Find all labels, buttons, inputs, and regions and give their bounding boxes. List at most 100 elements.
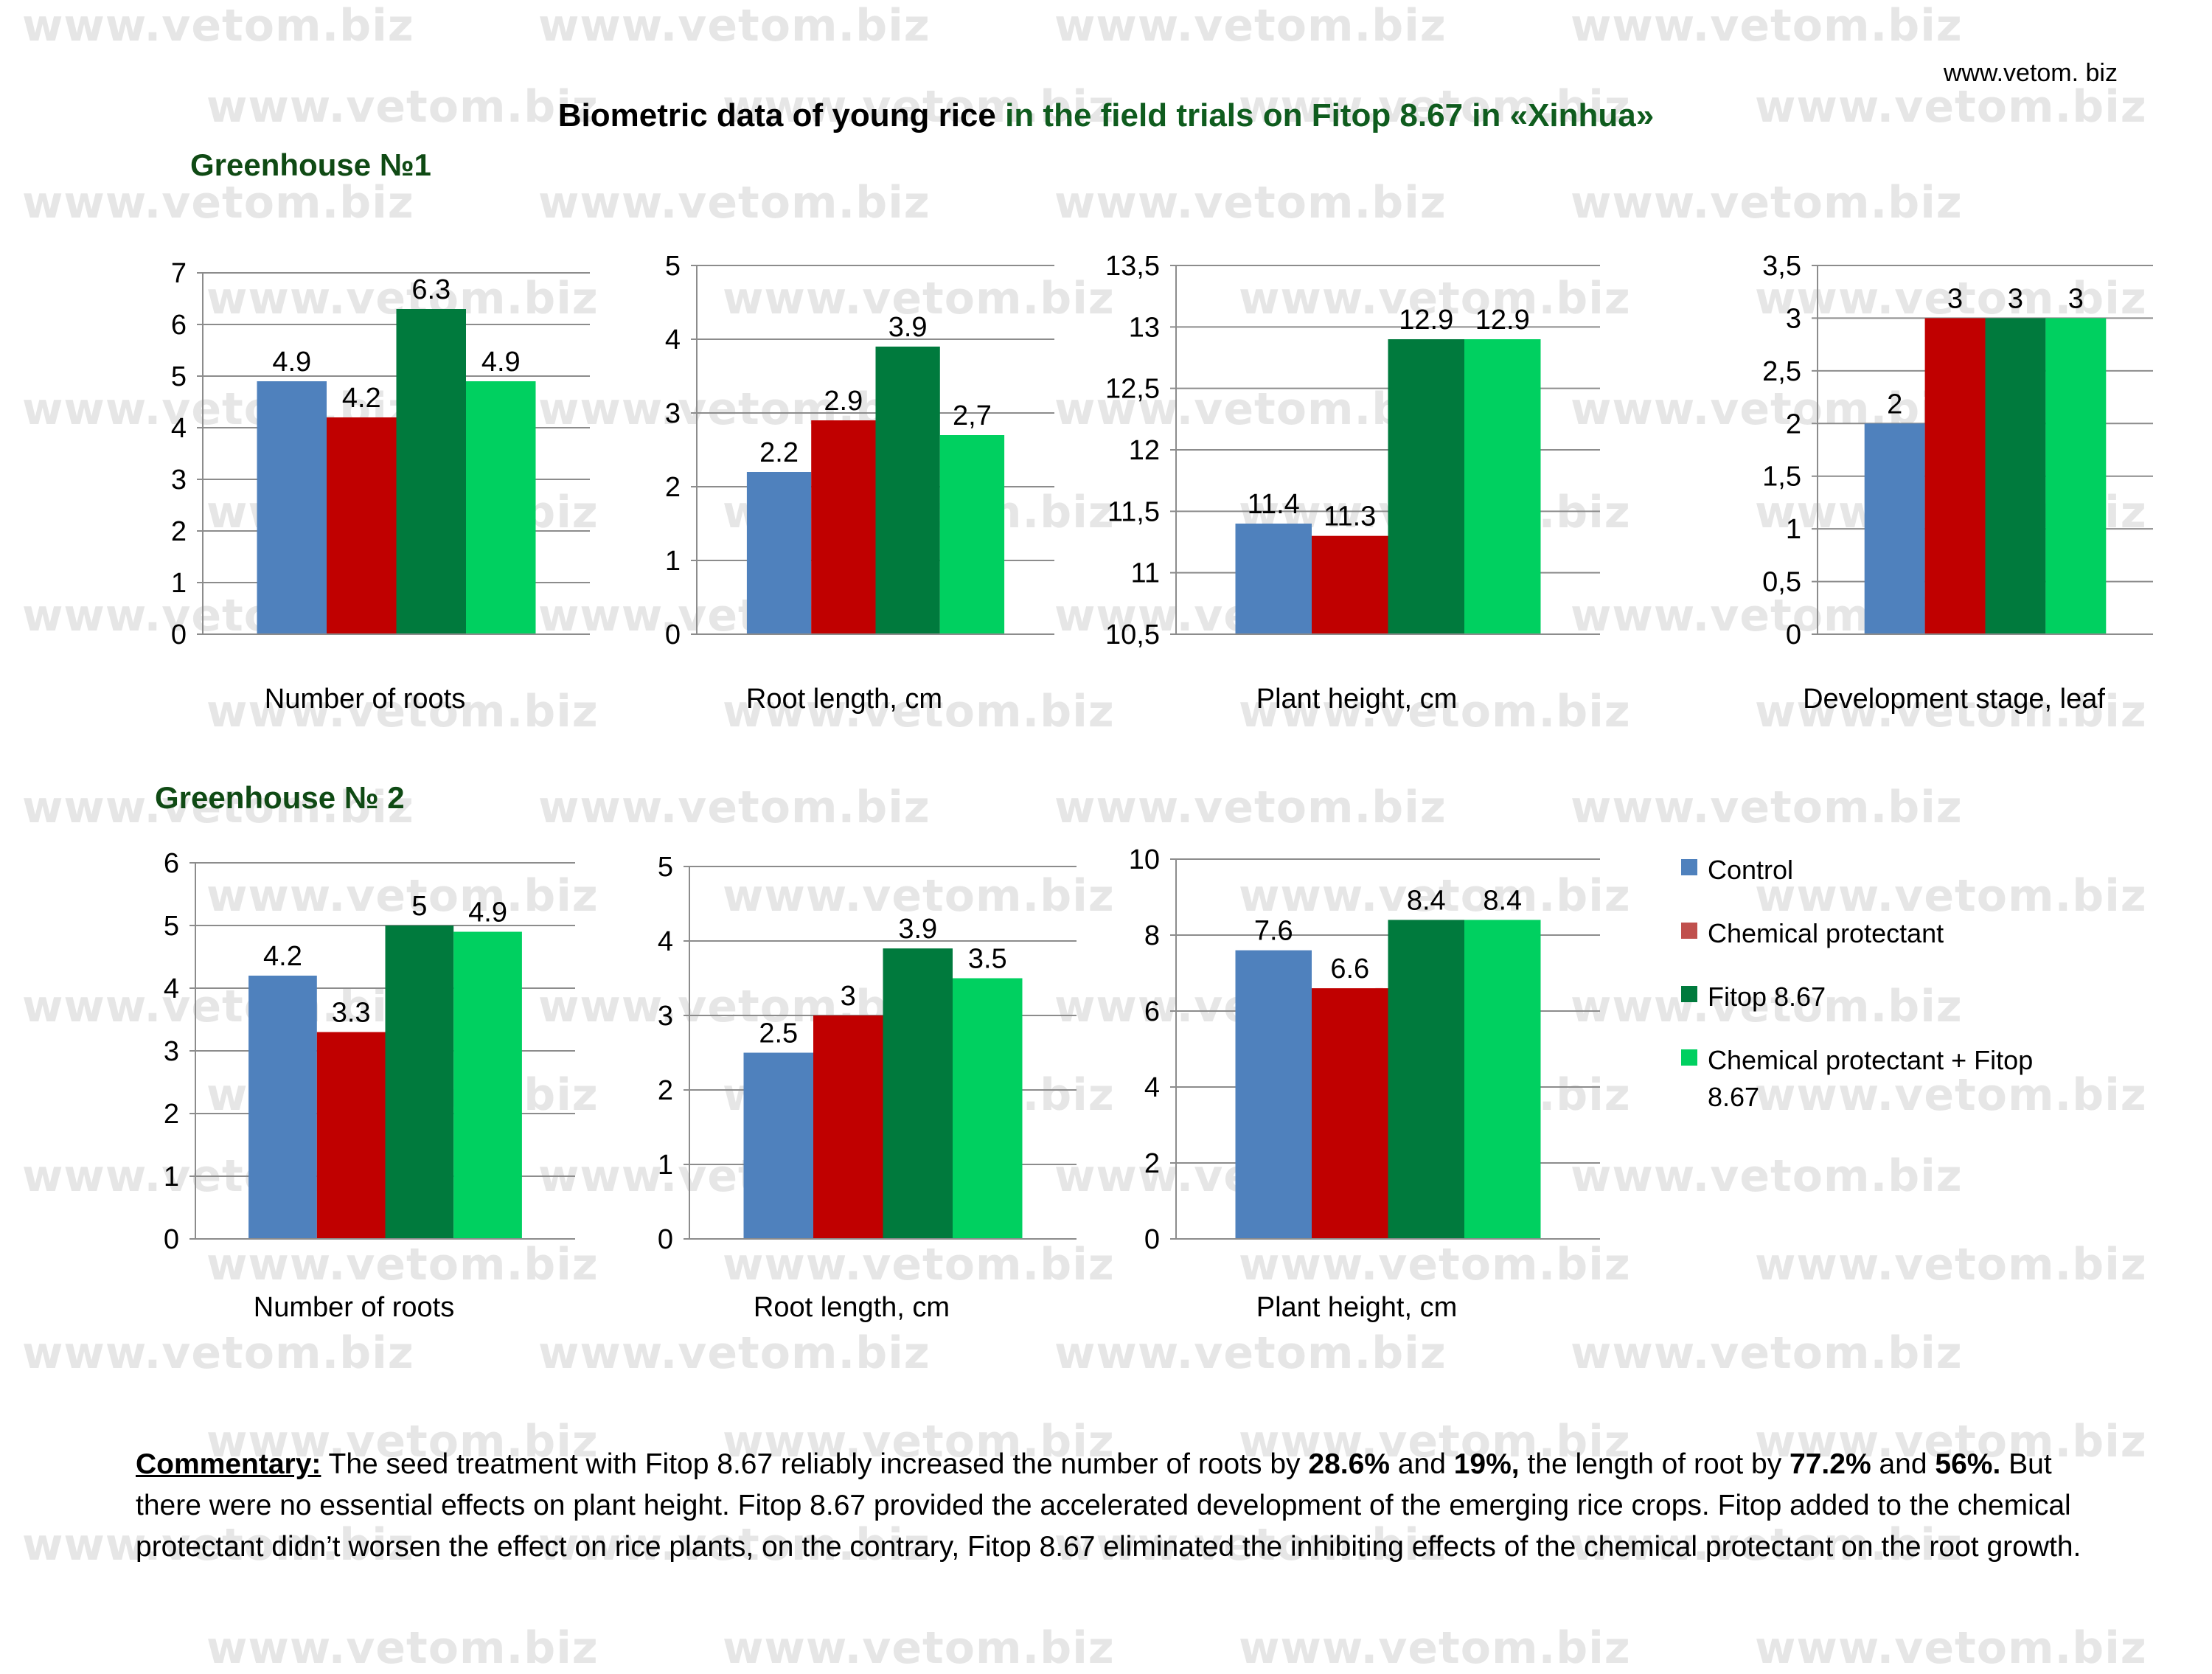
y-tick-label: 0 bbox=[1786, 619, 1801, 650]
watermark: www.vetom.biz bbox=[723, 1622, 1115, 1674]
watermark: www.vetom.biz bbox=[538, 782, 931, 833]
watermark: www.vetom.biz bbox=[1571, 1150, 1963, 1202]
bar bbox=[2045, 318, 2107, 634]
chart-gh2-root-length: 0 1 2 3 4 5 2.5 3 3.9 3.5 Root length, cm bbox=[619, 844, 1084, 1324]
data-label: 4.2 bbox=[263, 941, 302, 972]
chart-xlabel: Root length, cm bbox=[745, 684, 943, 715]
title-part1: Biometric data of young rice bbox=[557, 97, 996, 133]
y-tick-label: 1 bbox=[1786, 514, 1801, 545]
commentary-highlight: 77.2% bbox=[1790, 1448, 1871, 1480]
bar bbox=[743, 1052, 813, 1239]
chart-gh2-plant-height: 0 2 4 6 8 10 7.6 6.6 8.4 8.4 Plant height, cm bbox=[1106, 837, 1607, 1324]
y-tick-label: 0 bbox=[1144, 1224, 1160, 1255]
chart-gh1-plant-height: 10,5 11 11,5 12 12,5 13 13,5 11.4 11.3 12.9 12.9 P… bbox=[1105, 243, 1607, 715]
y-tick-label: 3 bbox=[171, 465, 187, 496]
page-title: Biometric data of young rice in the fiel… bbox=[0, 97, 2212, 134]
legend-swatch bbox=[1681, 923, 1697, 939]
data-label: 2 bbox=[1887, 389, 1902, 420]
y-tick-label: 12 bbox=[1129, 435, 1160, 466]
y-tick-label: 2 bbox=[1786, 409, 1801, 440]
data-label: 8.4 bbox=[1483, 885, 1522, 916]
y-tick-label: 2 bbox=[665, 472, 681, 503]
y-tick-label: 5 bbox=[665, 251, 681, 282]
bar bbox=[1235, 524, 1312, 634]
y-tick-label: 11,5 bbox=[1107, 496, 1160, 527]
greenhouse-1-label: Greenhouse №1 bbox=[190, 147, 431, 182]
bar bbox=[316, 1032, 386, 1239]
chart-gh1-development-stage: 0 0,5 1 1,5 2 2,5 3 3,5 2 3 3 3 Development stage, … bbox=[1747, 243, 2160, 715]
y-tick-label: 1 bbox=[658, 1150, 673, 1181]
title-part2: in the field trials on Fitop 8.67 in «Xi… bbox=[995, 97, 1655, 133]
commentary-highlight: 28.6% bbox=[1308, 1448, 1390, 1480]
bar bbox=[466, 381, 536, 634]
watermark: www.vetom.biz bbox=[1571, 177, 1963, 229]
chart-gh1-root-length: 0 1 2 3 4 5 2.2 2.9 3.9 2,7 Root length, cm bbox=[627, 243, 1062, 715]
y-tick-label: 13,5 bbox=[1105, 251, 1160, 282]
data-label: 2,7 bbox=[953, 400, 992, 431]
legend-swatch bbox=[1681, 986, 1697, 1002]
y-tick-label: 5 bbox=[164, 911, 179, 942]
y-tick-label: 8 bbox=[1144, 920, 1160, 951]
site-link[interactable]: www.vetom. biz bbox=[1943, 59, 2118, 87]
commentary-heading: Commentary: bbox=[136, 1448, 321, 1480]
y-tick-label: 3 bbox=[658, 1001, 673, 1032]
data-label: 12.9 bbox=[1475, 305, 1530, 336]
data-label: 8.4 bbox=[1407, 885, 1446, 916]
data-label: 2.5 bbox=[759, 1018, 798, 1049]
y-tick-label: 4 bbox=[1144, 1072, 1160, 1103]
y-tick-label: 4 bbox=[658, 926, 673, 957]
legend-item-chemical-protectant: Chemical protectant bbox=[1681, 915, 2039, 952]
y-tick-label: 0 bbox=[164, 1224, 179, 1255]
y-tick-label: 11 bbox=[1131, 558, 1160, 589]
watermark: www.vetom.biz bbox=[538, 1327, 931, 1379]
watermark: www.vetom.biz bbox=[1054, 1327, 1447, 1379]
data-label: 3.9 bbox=[898, 914, 937, 945]
legend-label: Control bbox=[1708, 855, 1794, 885]
y-tick-label: 1 bbox=[164, 1161, 179, 1192]
watermark: www.vetom.biz bbox=[1239, 1622, 1631, 1674]
watermark: www.vetom.biz bbox=[538, 177, 931, 229]
data-label: 3 bbox=[841, 981, 856, 1012]
bar bbox=[1924, 318, 1986, 634]
y-tick-label: 3 bbox=[1786, 303, 1801, 334]
y-tick-label: 12,5 bbox=[1105, 374, 1160, 405]
y-tick-label: 5 bbox=[171, 361, 187, 392]
watermark: www.vetom.biz bbox=[1054, 0, 1447, 52]
chart-gh1-number-of-roots: 0 1 2 3 4 5 6 7 4.9 4.2 6.3 4.9 Number of roots bbox=[133, 251, 597, 715]
chart-xlabel: Number of roots bbox=[264, 684, 466, 715]
y-tick-label: 1 bbox=[665, 546, 681, 577]
bar bbox=[327, 417, 397, 634]
data-label: 4.9 bbox=[272, 347, 311, 378]
watermark: www.vetom.biz bbox=[1571, 782, 1963, 833]
y-tick-label: 2 bbox=[658, 1075, 673, 1106]
y-tick-label: 10 bbox=[1129, 844, 1160, 875]
commentary-text: The seed treatment with Fitop 8.67 relia… bbox=[321, 1448, 1309, 1480]
chart-plot: 0 1 2 3 4 5 2.2 2.9 3.9 2,7 bbox=[665, 251, 1054, 650]
data-label: 5 bbox=[411, 891, 427, 922]
legend-item-chemical-protectant-fitop: Chemical protectant + Fitop 8.67 bbox=[1681, 1042, 2039, 1116]
bar bbox=[1464, 920, 1541, 1239]
bar bbox=[1388, 339, 1464, 634]
y-tick-label: 0,5 bbox=[1762, 567, 1801, 598]
watermark: www.vetom.biz bbox=[1054, 177, 1447, 229]
watermark: www.vetom.biz bbox=[1571, 0, 1963, 52]
y-tick-label: 1 bbox=[171, 568, 187, 599]
legend-item-control: Control bbox=[1681, 852, 2039, 889]
chart-plot: 0 2 4 6 8 10 7.6 6.6 8.4 8.4 bbox=[1129, 844, 1600, 1255]
y-tick-label: 1,5 bbox=[1762, 462, 1801, 493]
chart-plot: 0 1 2 3 4 5 6 7 4.9 4.2 6.3 4.9 bbox=[171, 258, 590, 650]
bar bbox=[1235, 950, 1312, 1239]
bar bbox=[453, 931, 522, 1239]
data-label: 3.3 bbox=[332, 998, 371, 1029]
watermark: www.vetom.biz bbox=[1054, 782, 1447, 833]
chart-legend: Control Chemical protectant Fitop 8.67 C… bbox=[1681, 852, 2039, 1142]
y-tick-label: 6 bbox=[171, 310, 187, 341]
commentary-highlight: 56%. bbox=[1935, 1448, 2001, 1480]
y-tick-label: 0 bbox=[665, 619, 681, 650]
bar bbox=[811, 420, 876, 634]
y-tick-label: 5 bbox=[658, 852, 673, 883]
data-label: 11.4 bbox=[1248, 489, 1300, 520]
legend-label: Chemical protectant bbox=[1708, 918, 1944, 948]
commentary-text: and bbox=[1389, 1448, 1454, 1480]
y-tick-label: 0 bbox=[171, 619, 187, 650]
